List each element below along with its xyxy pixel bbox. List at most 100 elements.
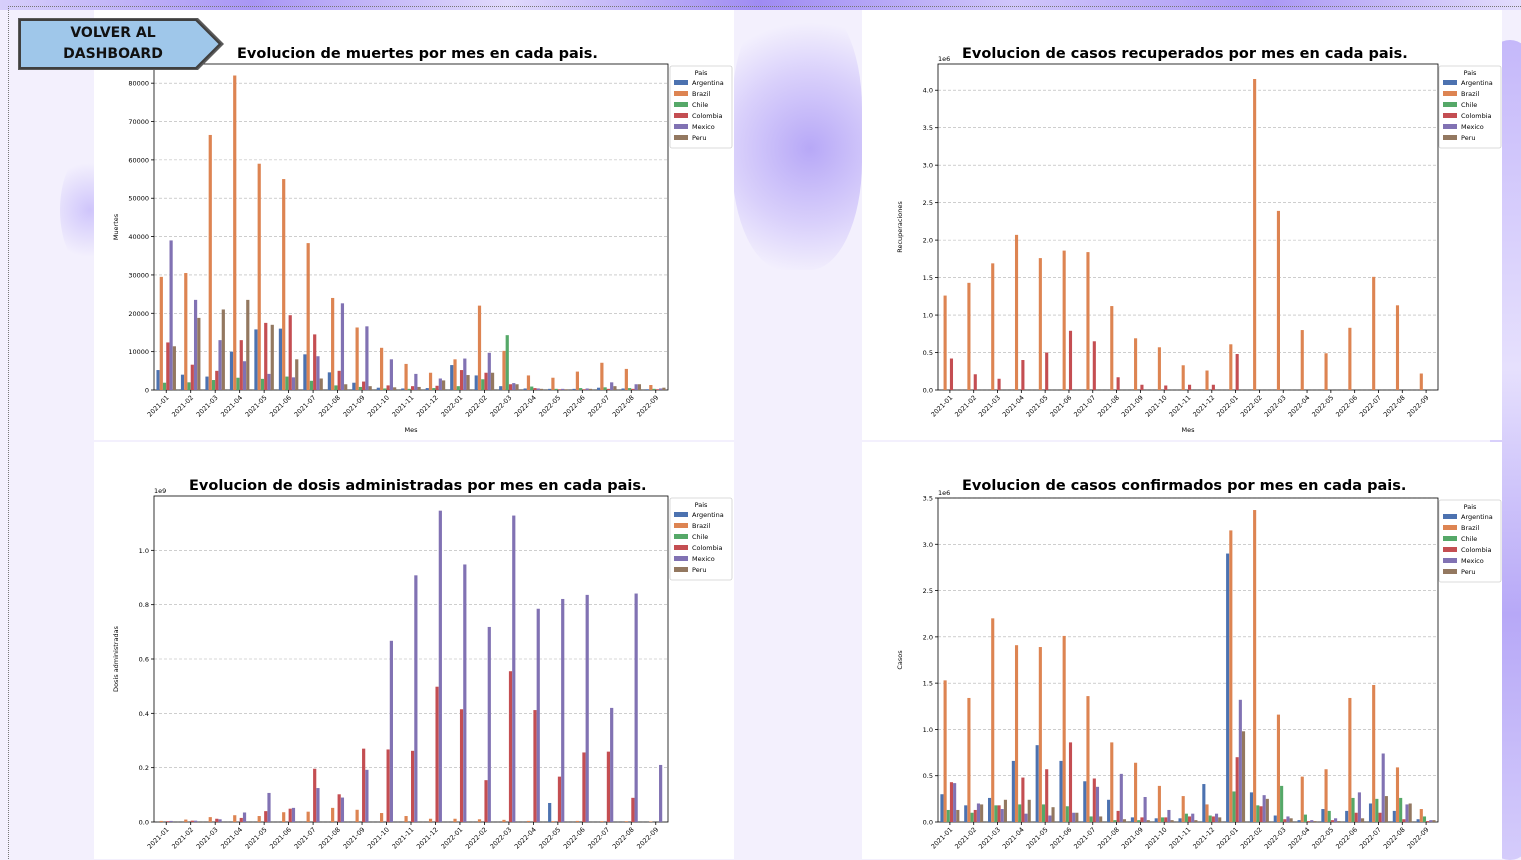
bar	[1226, 553, 1230, 822]
bar	[1083, 781, 1087, 822]
bar	[1164, 817, 1168, 822]
bar	[505, 335, 509, 390]
bar	[1075, 812, 1079, 822]
bar	[967, 697, 971, 822]
bar	[438, 378, 442, 390]
bar	[1229, 530, 1233, 822]
bar	[303, 354, 307, 390]
legend-item-label: Mexico	[1461, 557, 1484, 565]
bar	[621, 388, 625, 390]
bar	[1181, 365, 1185, 390]
bar	[655, 389, 659, 390]
y-tick-label: 2.5	[923, 199, 933, 207]
bar	[1253, 510, 1257, 822]
legend-swatch	[1443, 135, 1457, 140]
bar	[1416, 819, 1420, 822]
bar	[442, 380, 446, 390]
bar	[634, 593, 638, 822]
back-to-dashboard-button[interactable]: VOLVER AL DASHBOARD	[16, 16, 228, 72]
legend-title: Pais	[695, 501, 708, 509]
bar	[1265, 798, 1269, 822]
legend-swatch	[674, 113, 688, 118]
bar	[1157, 347, 1161, 390]
bar	[484, 780, 488, 822]
bar	[362, 748, 366, 822]
bar	[389, 640, 393, 822]
y-axis-label: Recuperaciones	[896, 201, 904, 253]
bar	[1137, 820, 1141, 822]
bar	[1188, 816, 1192, 822]
bar	[551, 821, 555, 822]
bar	[1107, 799, 1111, 822]
bar	[1038, 258, 1042, 390]
legend: Pais Argentina Brazil Chile Colombia Mexico Pe…	[669, 65, 733, 149]
bar	[610, 382, 614, 390]
y-tick-label: 2.0	[923, 633, 933, 641]
bar	[1297, 820, 1301, 822]
bar	[649, 821, 653, 822]
bar	[1178, 818, 1182, 822]
bar	[1289, 818, 1293, 822]
legend-title: Pais	[695, 69, 708, 77]
bar	[1134, 338, 1138, 390]
bar	[208, 817, 212, 822]
bar	[1122, 819, 1127, 822]
y-tick-label: 30000	[128, 271, 149, 279]
bar	[1381, 753, 1385, 822]
legend-item-label: Argentina	[1461, 79, 1493, 87]
bar	[508, 671, 513, 822]
y-tick-label: 1.5	[923, 680, 933, 688]
legend: Pais Argentina Brazil Chile Colombia Mexico Pe…	[669, 497, 733, 581]
bar	[1273, 815, 1277, 822]
bar	[337, 370, 341, 390]
chart-title: Evolucion de casos recuperados por mes e…	[962, 46, 1408, 62]
bar	[393, 387, 397, 390]
bar	[1202, 784, 1206, 822]
legend: Pais Argentina Brazil Chile Colombia Mexico Pe…	[1438, 65, 1502, 149]
y-axis-label: Casos	[896, 650, 904, 670]
bar	[453, 359, 457, 390]
bar	[585, 594, 589, 822]
legend-swatch	[1443, 91, 1457, 96]
y-tick-label: 1.0	[923, 312, 933, 320]
chart-title: Evolucion de casos confirmados por mes e…	[962, 478, 1406, 494]
y-scale-label: 1e6	[938, 55, 950, 63]
bar	[551, 377, 555, 390]
bar	[190, 820, 194, 822]
bar	[270, 324, 274, 390]
bar	[1035, 745, 1039, 822]
bar	[1119, 773, 1123, 822]
bar	[411, 386, 415, 390]
legend-item-label: Mexico	[1461, 123, 1484, 131]
bar	[355, 809, 359, 822]
legend-swatch	[674, 102, 688, 107]
bar	[1000, 809, 1004, 822]
bar	[218, 819, 222, 822]
bar	[1384, 796, 1388, 822]
bar	[1249, 792, 1254, 822]
bar	[331, 297, 335, 390]
y-tick-label: 2.0	[923, 237, 933, 245]
bar	[352, 382, 356, 390]
bar	[940, 794, 944, 822]
bar	[365, 326, 369, 390]
bar	[579, 388, 583, 390]
bar	[1276, 714, 1280, 822]
bar	[1099, 816, 1103, 822]
bar	[964, 805, 968, 822]
bar	[169, 820, 173, 822]
bar	[1259, 806, 1263, 822]
y-axis-label: Muertes	[112, 213, 120, 240]
y-tick-label: 1.0	[923, 726, 933, 734]
bar	[967, 282, 971, 390]
frame-border	[8, 6, 9, 859]
bar	[512, 515, 516, 822]
bar	[1214, 813, 1219, 822]
legend-item-label: Colombia	[1461, 112, 1492, 120]
bar	[613, 386, 617, 390]
legend-item-label: Brazil	[692, 522, 710, 530]
bar	[383, 388, 387, 390]
bar	[1432, 820, 1436, 822]
bar	[1194, 820, 1198, 822]
bar	[1276, 210, 1280, 390]
